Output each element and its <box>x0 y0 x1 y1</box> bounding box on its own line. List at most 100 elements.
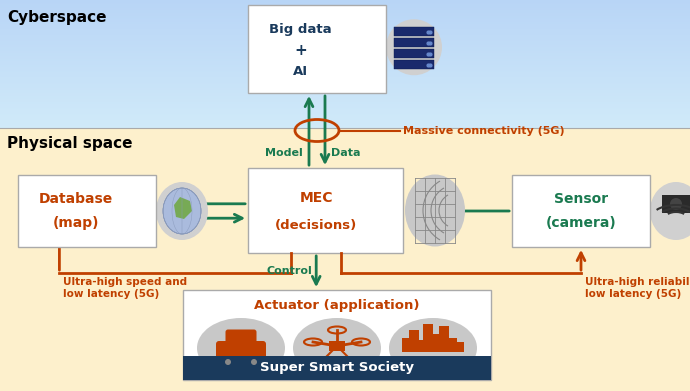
Bar <box>0 96 690 97</box>
Bar <box>0 80 690 81</box>
Bar <box>0 114 690 115</box>
Bar <box>0 17 690 18</box>
Bar <box>0 43 690 44</box>
Bar <box>0 105 690 106</box>
Bar <box>0 60 690 61</box>
Bar <box>0 54 690 55</box>
Bar <box>409 330 419 352</box>
Bar <box>0 32 690 33</box>
Text: Data: Data <box>331 149 360 158</box>
Circle shape <box>251 359 257 365</box>
Bar <box>0 119 690 120</box>
Bar <box>0 50 690 51</box>
Bar <box>0 35 690 36</box>
Text: Ultra-high speed and
low latency (5G): Ultra-high speed and low latency (5G) <box>63 277 188 299</box>
Bar <box>0 79 690 80</box>
Circle shape <box>225 359 231 365</box>
Bar <box>0 122 690 123</box>
Text: Model: Model <box>265 149 303 158</box>
Bar <box>0 92 690 93</box>
Bar <box>0 19 690 20</box>
Bar <box>0 128 690 391</box>
Text: Super Smart Society: Super Smart Society <box>260 362 414 375</box>
Bar <box>0 70 690 71</box>
Ellipse shape <box>405 174 465 246</box>
Bar <box>0 61 690 62</box>
Bar <box>18 175 156 247</box>
Text: Physical space: Physical space <box>7 136 132 151</box>
Bar <box>0 12 690 13</box>
Bar <box>0 99 690 100</box>
Bar <box>0 74 690 75</box>
Bar <box>0 1 690 2</box>
Bar <box>0 24 690 25</box>
Bar <box>0 108 690 109</box>
Bar <box>0 78 690 79</box>
Bar <box>0 111 690 112</box>
Bar <box>0 26 690 27</box>
Ellipse shape <box>650 182 690 240</box>
Bar <box>439 326 449 352</box>
Bar <box>0 75 690 76</box>
Bar <box>0 97 690 98</box>
Bar <box>0 10 690 11</box>
Bar <box>662 195 690 213</box>
Bar <box>0 56 690 57</box>
Bar <box>0 81 690 82</box>
Bar <box>0 82 690 83</box>
Ellipse shape <box>389 318 477 378</box>
Text: Massive connectivity (5G): Massive connectivity (5G) <box>403 126 564 136</box>
Bar <box>0 121 690 122</box>
Bar <box>0 112 690 113</box>
Bar <box>0 125 690 126</box>
Bar <box>0 46 690 47</box>
Bar <box>0 117 690 118</box>
Bar <box>0 49 690 50</box>
Bar <box>0 86 690 87</box>
FancyBboxPatch shape <box>216 341 266 363</box>
Bar <box>0 22 690 23</box>
Bar <box>512 175 650 247</box>
Bar <box>0 115 690 116</box>
Text: Database: Database <box>39 192 113 206</box>
Text: (camera): (camera) <box>546 216 616 230</box>
Bar <box>394 38 434 47</box>
Bar <box>394 49 434 58</box>
Bar <box>0 25 690 26</box>
Text: Ultra-high reliability and
low latency (5G): Ultra-high reliability and low latency (… <box>585 277 690 299</box>
Bar <box>394 60 434 69</box>
Bar <box>0 57 690 58</box>
Bar <box>0 94 690 95</box>
Ellipse shape <box>386 19 442 75</box>
Bar <box>0 38 690 39</box>
Bar <box>0 6 690 7</box>
Ellipse shape <box>293 318 381 378</box>
Bar <box>0 126 690 127</box>
Polygon shape <box>174 197 192 219</box>
Bar <box>0 63 690 64</box>
Bar <box>0 93 690 94</box>
Bar <box>0 9 690 10</box>
Bar <box>0 27 690 28</box>
Bar <box>0 102 690 103</box>
Ellipse shape <box>156 182 208 240</box>
Bar <box>0 110 690 111</box>
FancyBboxPatch shape <box>226 330 257 348</box>
Bar <box>0 51 690 52</box>
Bar <box>0 66 690 67</box>
Text: (map): (map) <box>52 216 99 230</box>
Bar <box>0 91 690 92</box>
Bar <box>0 28 690 29</box>
Bar <box>248 5 386 93</box>
Bar <box>416 340 426 352</box>
Bar <box>0 95 690 96</box>
Bar <box>0 7 690 8</box>
Bar <box>0 39 690 40</box>
Bar <box>423 324 433 352</box>
Bar <box>431 334 441 352</box>
Bar <box>248 168 403 253</box>
Text: Control: Control <box>266 267 312 276</box>
Circle shape <box>222 356 234 368</box>
Bar <box>0 89 690 90</box>
Ellipse shape <box>197 318 285 378</box>
